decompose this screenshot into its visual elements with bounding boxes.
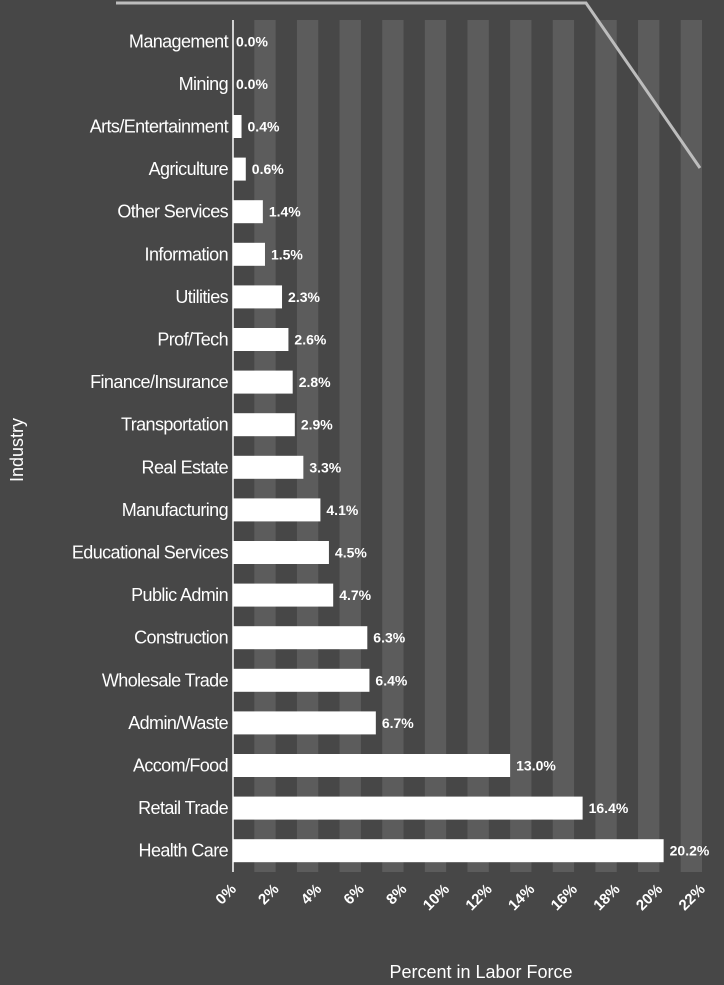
bar — [233, 754, 511, 777]
data-label: 4.7% — [339, 587, 371, 603]
bar — [233, 285, 283, 309]
bar — [233, 711, 376, 735]
category-label: Agriculture — [149, 159, 229, 179]
value-labels: 0.0% 0.0% 0.4% 0.6% 1.4% 1.5% 2.3% 2.6% 2.8% 2.9%… — [236, 33, 710, 858]
category-label: Educational Services — [72, 543, 229, 563]
grid-band — [467, 20, 489, 872]
x-tick-label: 4% — [298, 881, 325, 908]
x-tick-label: 16% — [548, 881, 581, 914]
x-tick-label: 20% — [633, 881, 666, 914]
data-label: 0.6% — [252, 161, 284, 177]
grid-band — [552, 20, 575, 872]
bar — [233, 455, 304, 479]
data-label: 4.1% — [326, 502, 358, 518]
data-label: 20.2% — [670, 843, 710, 859]
category-label: Manufacturing — [122, 500, 228, 520]
bar — [233, 328, 289, 351]
data-label: 3.3% — [309, 459, 341, 475]
category-label: Construction — [134, 628, 228, 648]
data-label: 16.4% — [589, 800, 629, 816]
category-label: Real Estate — [142, 457, 229, 477]
y-axis-title: Industry — [7, 418, 27, 482]
x-tick-label: 14% — [505, 881, 538, 914]
data-label: 0.0% — [236, 76, 268, 92]
bar — [233, 157, 246, 181]
x-tick-label: 0% — [212, 881, 239, 908]
data-label: 6.7% — [382, 715, 414, 731]
x-tick-label: 8% — [383, 881, 410, 908]
category-label: Health Care — [139, 841, 229, 861]
bar — [233, 668, 370, 692]
bar — [233, 498, 321, 522]
decorative-lines — [116, 1, 702, 169]
x-tick-label: 12% — [462, 881, 495, 914]
category-label: Utilities — [175, 287, 228, 307]
data-label: 1.5% — [271, 246, 303, 262]
category-labels: Management Mining Arts/Entertainment Agricu… — [72, 31, 229, 860]
data-label: 0.0% — [236, 33, 268, 49]
bar — [233, 541, 329, 564]
category-label: Finance/Insurance — [90, 372, 228, 392]
grid-band — [638, 20, 660, 872]
grid-band — [510, 20, 532, 872]
bars — [233, 115, 664, 863]
category-label: Wholesale Trade — [102, 670, 229, 690]
grid-band — [296, 20, 319, 872]
bar — [233, 839, 664, 863]
bar — [233, 413, 295, 437]
category-label: Mining — [179, 74, 228, 94]
category-label: Other Services — [117, 202, 228, 222]
bar — [233, 583, 334, 607]
grid-band — [595, 20, 617, 872]
decorative-line — [116, 1, 702, 169]
category-label: Retail Trade — [138, 798, 228, 818]
data-label: 6.4% — [375, 672, 407, 688]
x-tick-label: 10% — [420, 881, 453, 914]
data-label: 6.3% — [373, 630, 405, 646]
category-label: Accom/Food — [133, 756, 228, 776]
x-tick-label: 2% — [255, 881, 282, 908]
category-label: Prof/Tech — [157, 330, 228, 350]
x-tick-label: 18% — [590, 881, 623, 914]
data-label: 0.4% — [248, 119, 280, 135]
bar — [233, 115, 242, 138]
category-label: Information — [145, 244, 228, 264]
data-label: 1.4% — [269, 204, 301, 220]
grid-band — [382, 20, 404, 872]
data-label: 13.0% — [516, 758, 556, 774]
category-label: Transportation — [121, 415, 228, 435]
bar — [233, 626, 368, 650]
bar — [233, 200, 263, 224]
data-label: 2.6% — [294, 332, 326, 348]
x-tick-label: 6% — [340, 881, 367, 908]
data-label: 2.8% — [299, 374, 331, 390]
grid-band — [339, 20, 361, 872]
data-label: 4.5% — [335, 545, 367, 561]
category-label: Arts/Entertainment — [90, 117, 229, 137]
bar — [233, 370, 293, 394]
category-label: Management — [129, 31, 229, 51]
grid-band — [424, 20, 447, 872]
x-tick-labels: 0% 2% 4% 6% 8% 10% 12% 14% 16% 18% 20% 22% — [212, 881, 708, 914]
x-tick-label: 22% — [676, 881, 709, 914]
bar — [233, 796, 583, 820]
x-axis-title: Percent in Labor Force — [389, 962, 572, 982]
category-label: Admin/Waste — [128, 713, 228, 733]
category-label: Public Admin — [131, 585, 228, 605]
grid-bands — [254, 20, 702, 872]
data-label: 2.9% — [301, 417, 333, 433]
grid-band — [680, 20, 702, 872]
bar — [233, 242, 265, 266]
grid-band — [254, 20, 276, 872]
data-label: 2.3% — [288, 289, 320, 305]
